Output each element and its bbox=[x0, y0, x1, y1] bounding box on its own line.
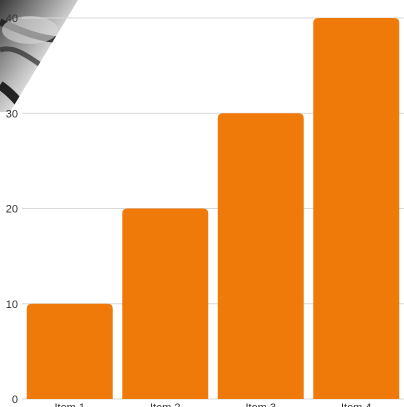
y-tick-label: 40 bbox=[6, 13, 18, 25]
x-category-label: Item 2 bbox=[150, 402, 181, 407]
x-category-label: Item 4 bbox=[341, 402, 372, 407]
bar bbox=[313, 18, 400, 399]
y-axis-ticks: 0 10 20 30 40 bbox=[6, 13, 18, 406]
bar bbox=[26, 303, 113, 399]
x-axis-labels: Item 1 Item 2 Item 3 Item 4 bbox=[54, 402, 371, 407]
x-category-label: Item 3 bbox=[245, 402, 276, 407]
y-tick-label: 0 bbox=[12, 394, 18, 406]
bars bbox=[26, 18, 400, 399]
y-tick-label: 10 bbox=[6, 299, 18, 311]
x-category-label: Item 1 bbox=[54, 402, 85, 407]
bar bbox=[122, 208, 209, 399]
y-tick-label: 20 bbox=[6, 204, 18, 216]
bar bbox=[217, 113, 304, 399]
y-tick-label: 30 bbox=[6, 108, 18, 120]
